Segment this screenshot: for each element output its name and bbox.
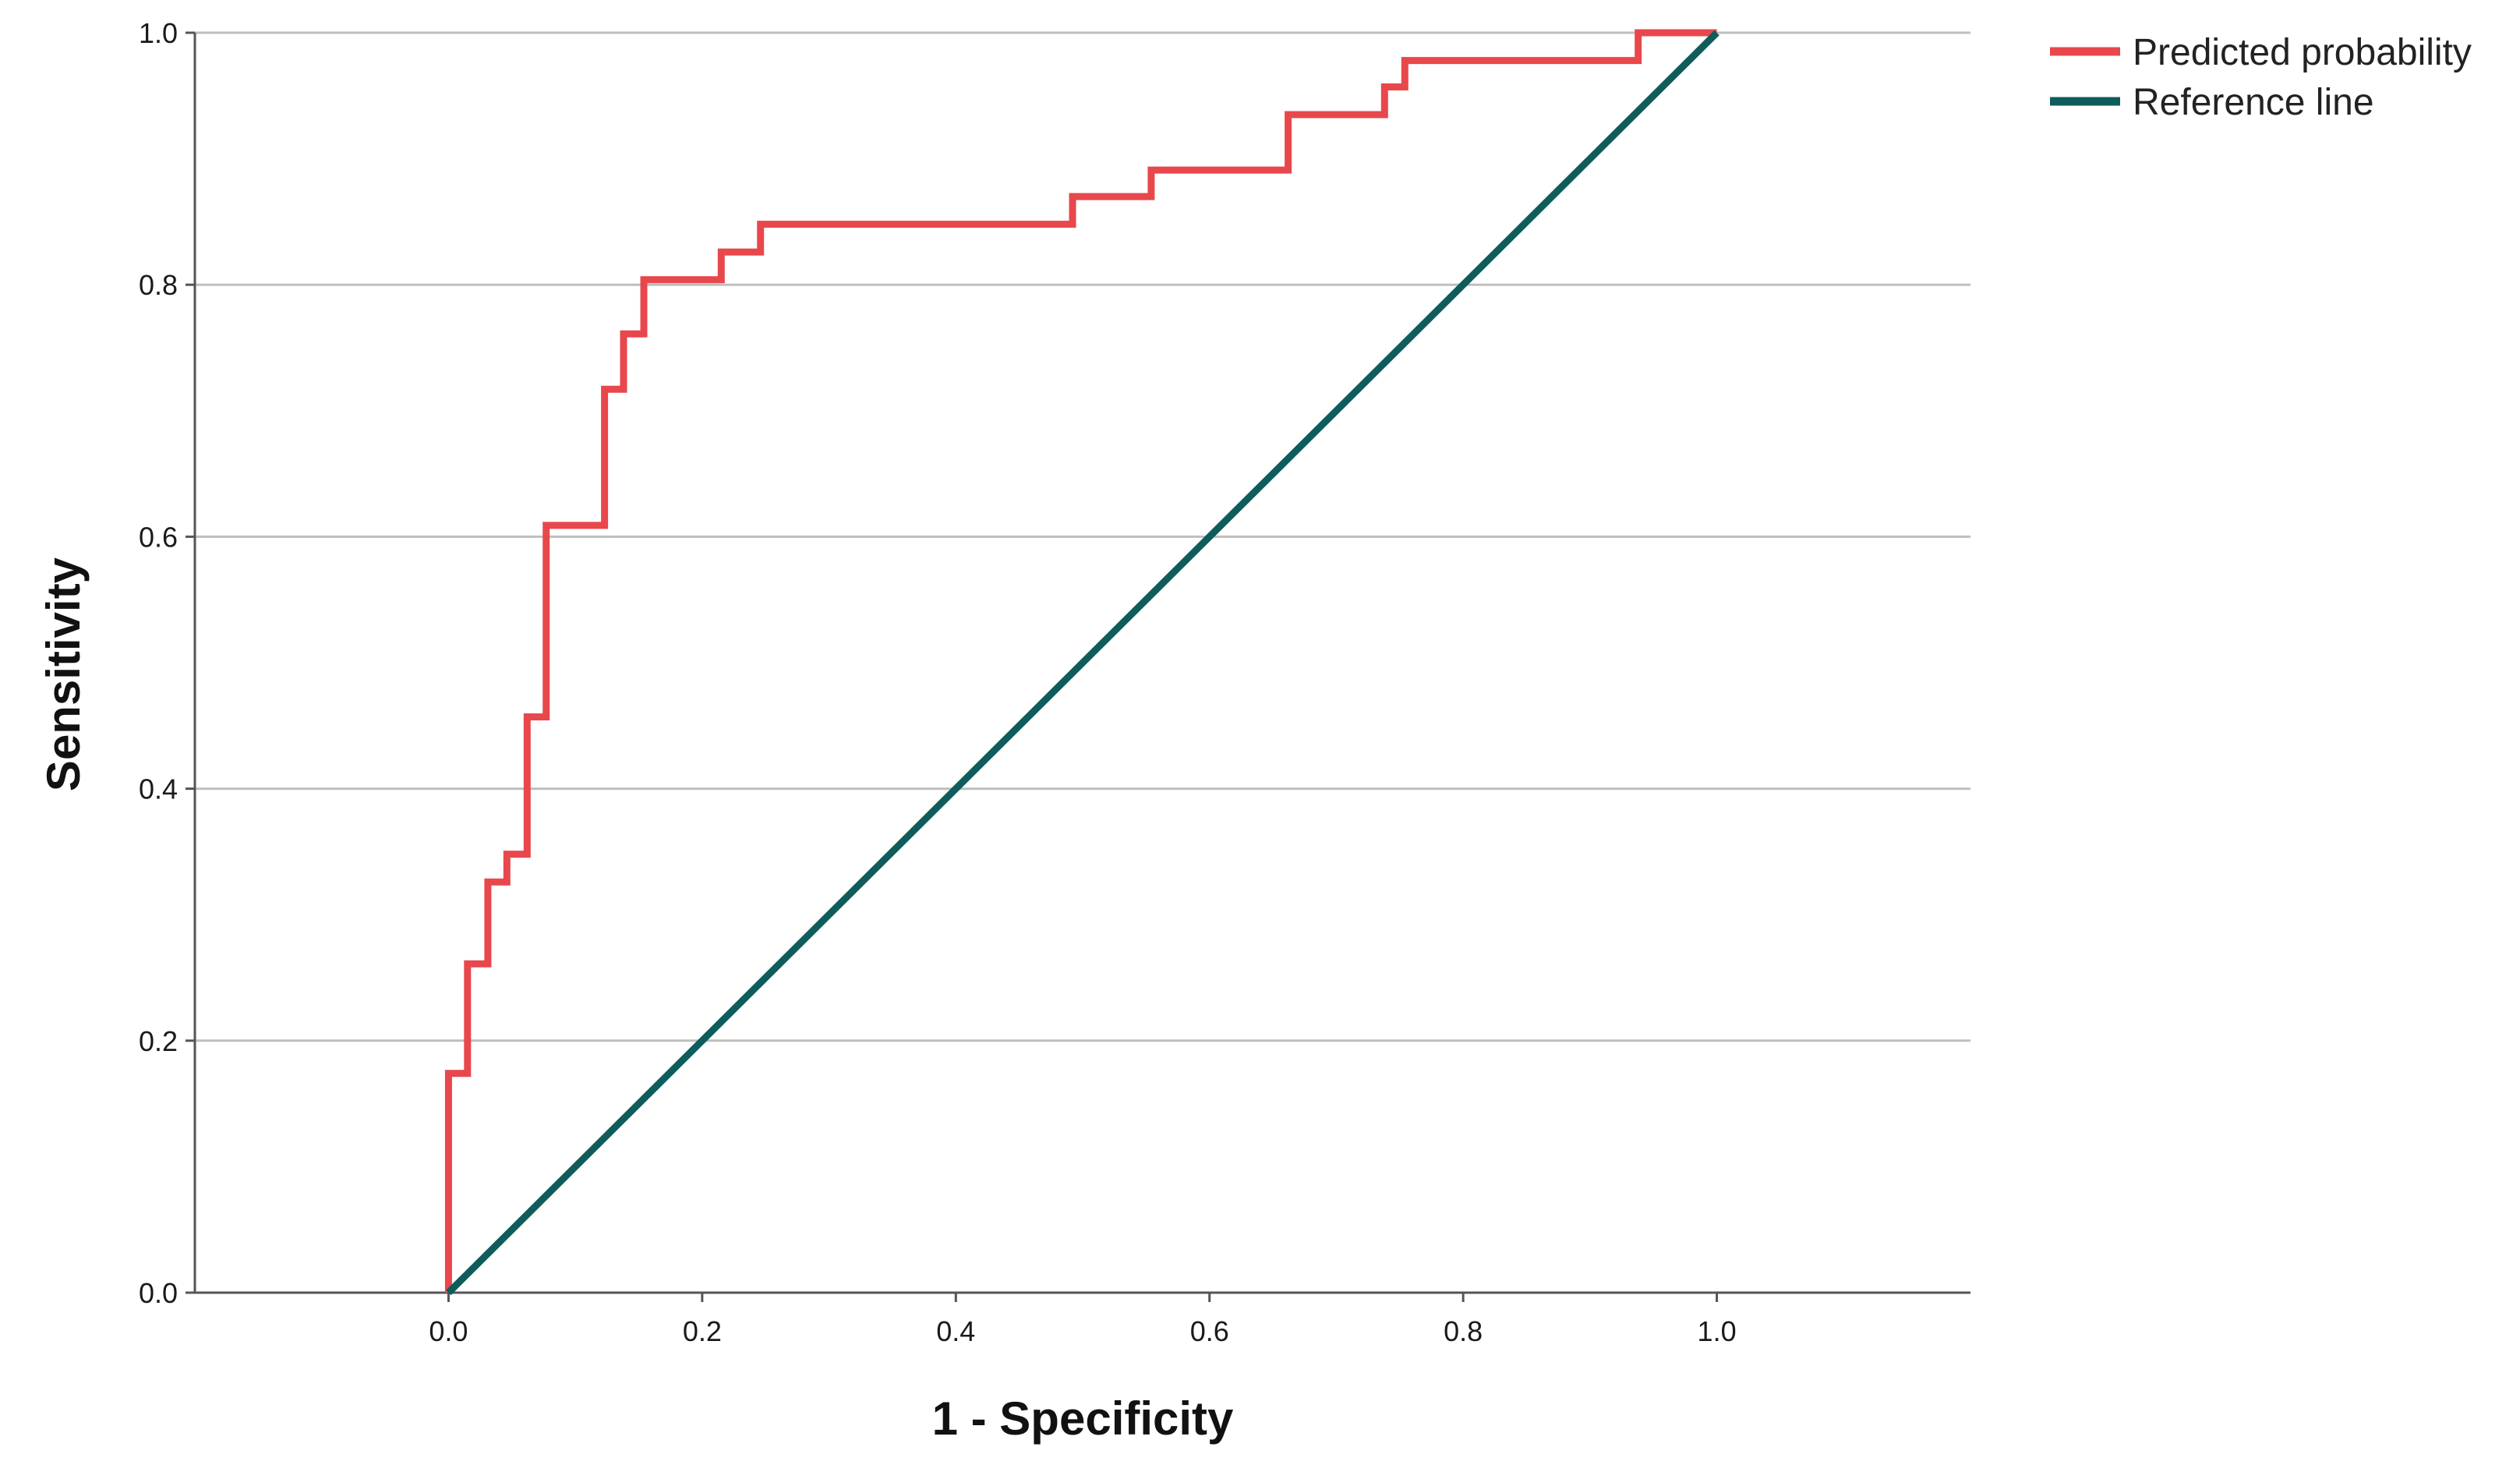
x-tick-label: 0.8: [1444, 1315, 1483, 1347]
axis-titles: 1 - Specificity Sensitivity: [37, 557, 1234, 1445]
x-tick-label: 0.4: [936, 1315, 975, 1347]
roc-curve-predicted-probability: [444, 29, 1717, 1293]
y-tick-label: 0.2: [139, 1025, 178, 1057]
legend-label-1: Reference line: [2133, 82, 2374, 123]
tick-labels: 0.0 0.2 0.4 0.6 0.8 1.0 0.0 0.2 0.4 0.6 0.8 1.0: [139, 17, 1737, 1347]
y-axis-title: Sensitivity: [37, 557, 90, 791]
x-tick-label: 0.6: [1190, 1315, 1229, 1347]
legend: Predicted probability Reference line: [2050, 32, 2472, 123]
x-tick-label: 1.0: [1698, 1315, 1737, 1347]
x-tick-label: 0.0: [429, 1315, 468, 1347]
y-tick-label: 1.0: [139, 17, 178, 49]
x-axis-title: 1 - Specificity: [932, 1392, 1234, 1445]
axes: [186, 31, 1970, 1302]
series: [444, 29, 1719, 1296]
x-tick-label: 0.2: [683, 1315, 722, 1347]
y-tick-label: 0.0: [139, 1277, 178, 1309]
y-tick-label: 0.6: [139, 521, 178, 553]
reference-line: [446, 30, 1719, 1296]
legend-label-0: Predicted probability: [2133, 32, 2472, 73]
y-tick-label: 0.8: [139, 269, 178, 301]
gridlines: [195, 31, 1970, 1042]
y-tick-label: 0.4: [139, 773, 178, 805]
